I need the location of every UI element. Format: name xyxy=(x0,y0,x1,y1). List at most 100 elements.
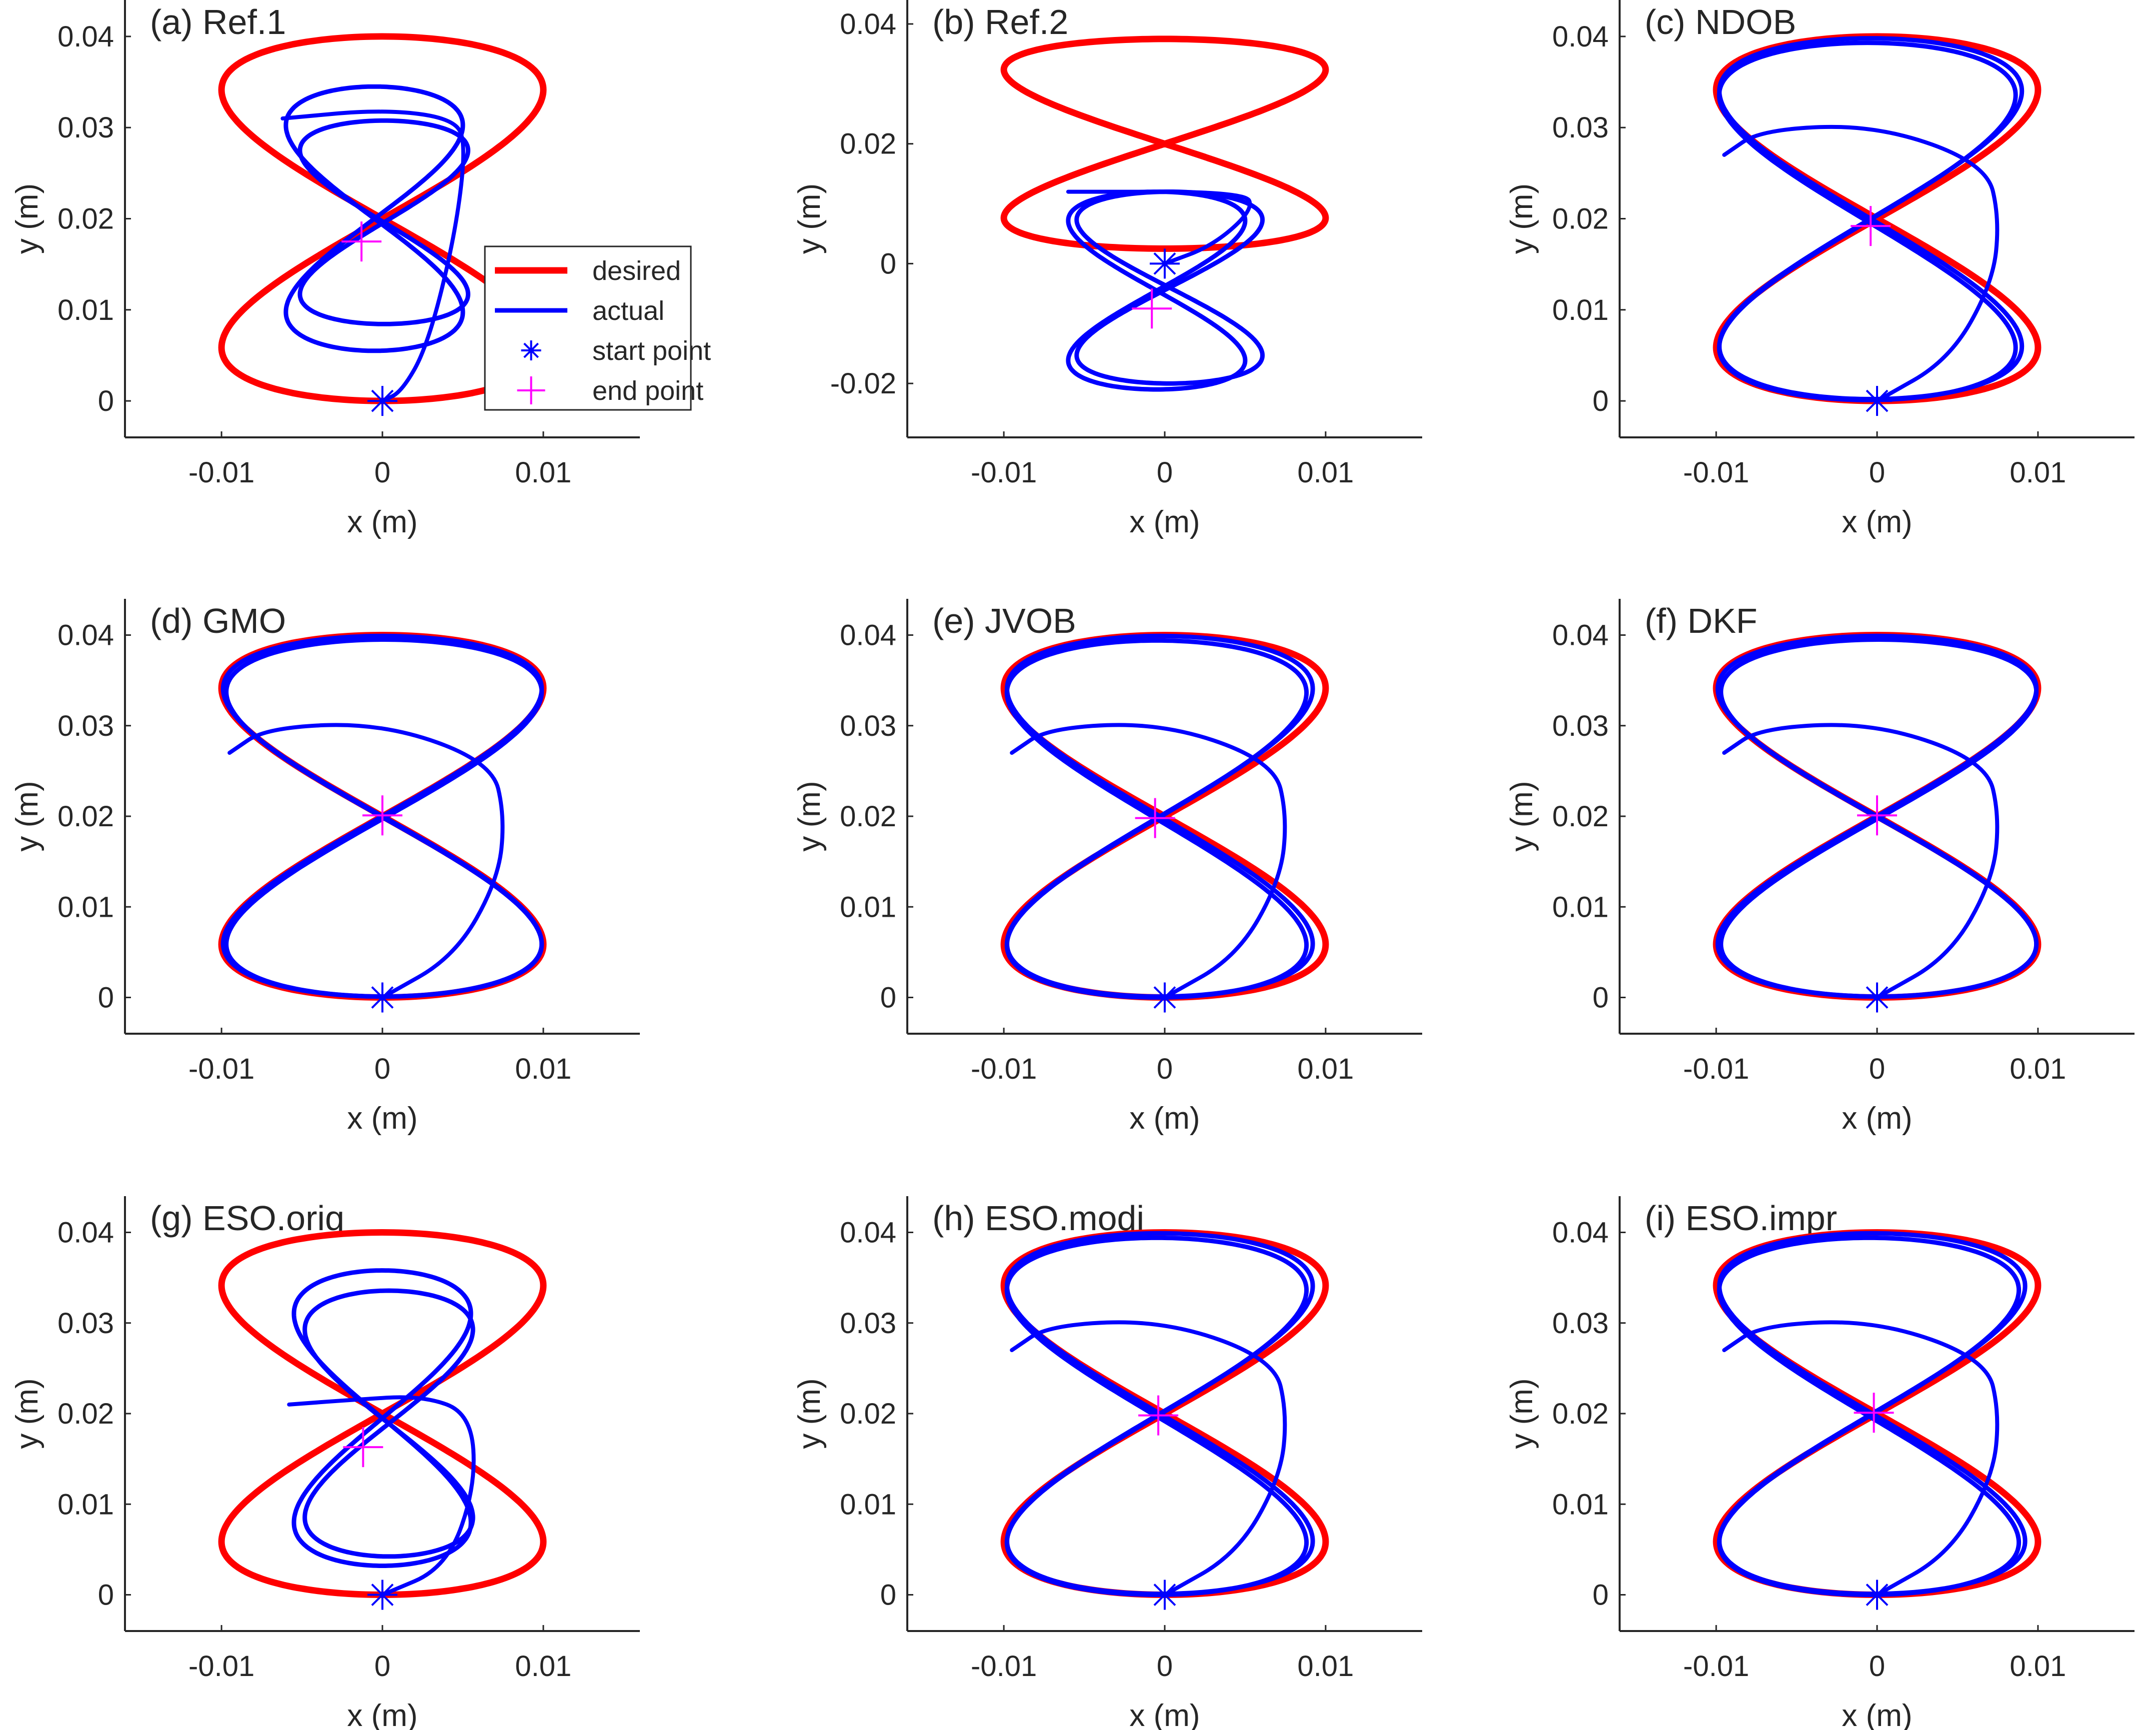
panel-title: (i) ESO.impr xyxy=(1645,1199,1837,1238)
y-axis-label: y (m) xyxy=(792,183,827,254)
start-point-marker xyxy=(1150,1580,1180,1610)
y-tick-label: 0.01 xyxy=(57,294,114,326)
x-tick-label: -0.01 xyxy=(188,1650,254,1683)
end-point-marker xyxy=(1854,1393,1894,1433)
x-tick-label: 0 xyxy=(1869,456,1885,489)
plot-area xyxy=(1000,1229,1329,1598)
y-tick-label: 0 xyxy=(880,1579,896,1612)
legend-swatch-start-point xyxy=(521,340,541,360)
y-tick-label: -0.02 xyxy=(830,367,896,400)
y-tick-label: 0.02 xyxy=(1552,203,1609,235)
series-actual-line xyxy=(224,637,544,999)
y-tick-label: 0 xyxy=(880,982,896,1014)
y-tick-label: 0.03 xyxy=(840,1307,896,1340)
series-actual-line xyxy=(283,84,465,353)
panel-g: -0.01 0 0.01 0 0.01 0.02 0.03 0.04 x (m) y (m) (g)… xyxy=(10,1196,640,1730)
x-tick-label: -0.01 xyxy=(1683,1650,1749,1683)
x-tick-label: 0.01 xyxy=(2010,1053,2066,1085)
y-tick-label: 0.01 xyxy=(840,1488,896,1521)
y-tick-label: 0.03 xyxy=(57,111,114,144)
y-tick-label: 0 xyxy=(1593,1579,1609,1612)
x-tick-label: -0.01 xyxy=(1683,456,1749,489)
x-tick-label: 0 xyxy=(374,456,390,489)
series-desired-line xyxy=(1713,33,2042,404)
x-axis-label: x (m) xyxy=(347,505,417,539)
series-desired-line xyxy=(218,1229,547,1598)
y-axis-label: y (m) xyxy=(792,1378,827,1449)
y-tick-label: 0.02 xyxy=(57,1398,114,1430)
y-tick-label: 0.04 xyxy=(57,1217,114,1249)
legend-label-desired: desired xyxy=(592,256,681,286)
x-axis-label: x (m) xyxy=(1129,1699,1200,1730)
x-axis-label: x (m) xyxy=(1842,505,1912,539)
x-tick-label: 0 xyxy=(1157,456,1173,489)
y-tick-label: 0 xyxy=(1593,385,1609,417)
x-axis-label: x (m) xyxy=(347,1101,417,1136)
y-tick-label: 0.02 xyxy=(57,203,114,235)
panel-d: -0.01 0 0.01 0 0.01 0.02 0.03 0.04 x (m) y (m) (d)… xyxy=(10,599,640,1136)
x-tick-label: 0.01 xyxy=(515,1650,571,1683)
y-tick-label: 0.04 xyxy=(840,1217,896,1249)
y-tick-label: 0 xyxy=(1593,982,1609,1014)
x-axis-label: x (m) xyxy=(1129,505,1200,539)
legend-label-actual: actual xyxy=(592,296,664,326)
panel-title: (f) DKF xyxy=(1645,601,1758,640)
plot-area xyxy=(218,1229,547,1598)
y-tick-label: 0.02 xyxy=(1552,800,1609,833)
x-tick-label: -0.01 xyxy=(188,1053,254,1085)
y-tick-label: 0.03 xyxy=(1552,1307,1609,1340)
series-actual-line xyxy=(1719,637,2039,999)
end-point-marker xyxy=(1138,1395,1179,1436)
y-tick-label: 0.02 xyxy=(840,128,896,160)
x-tick-label: 0.01 xyxy=(1297,456,1354,489)
y-tick-label: 0.02 xyxy=(1552,1398,1609,1430)
legend-label-end-point: end point xyxy=(592,376,703,406)
series-actual-transient xyxy=(1722,124,2000,403)
panel-a: -0.01 0 0.01 0 0.01 0.02 0.03 0.04 x (m) y (m) (a)… xyxy=(10,0,711,539)
plot-area xyxy=(1713,632,2042,1001)
end-point-marker xyxy=(1857,795,1897,836)
y-tick-label: 0.02 xyxy=(57,800,114,833)
y-tick-label: 0.01 xyxy=(57,1488,114,1521)
x-tick-label: 0.01 xyxy=(515,456,571,489)
start-point-marker xyxy=(1862,386,1892,416)
start-point-marker xyxy=(367,1580,397,1610)
panel-h: -0.01 0 0.01 0 0.01 0.02 0.03 0.04 x (m) y (m) (h)… xyxy=(792,1196,1422,1730)
y-tick-label: 0.01 xyxy=(1552,891,1609,923)
start-point-marker xyxy=(1862,1580,1892,1610)
x-tick-label: -0.01 xyxy=(188,456,254,489)
x-tick-label: -0.01 xyxy=(971,1650,1037,1683)
x-tick-label: -0.01 xyxy=(1683,1053,1749,1085)
plot-area xyxy=(1713,1229,2042,1598)
y-tick-label: 0.04 xyxy=(840,619,896,652)
legend: desired actual start point end point xyxy=(484,245,711,411)
series-actual-transient xyxy=(280,109,465,403)
x-tick-label: -0.01 xyxy=(971,1053,1037,1085)
series-actual-transient xyxy=(1722,723,2000,1000)
series-actual-line xyxy=(1717,1235,2022,1597)
x-tick-label: 0 xyxy=(1157,1650,1173,1683)
x-axis-label: x (m) xyxy=(1129,1101,1200,1136)
series-actual-line xyxy=(302,1288,475,1559)
x-tick-label: 0 xyxy=(1869,1053,1885,1085)
y-tick-label: 0.01 xyxy=(840,891,896,923)
x-axis-label: x (m) xyxy=(1842,1699,1912,1730)
panel-title: (c) NDOB xyxy=(1645,2,1796,41)
series-actual-line xyxy=(1717,40,2018,402)
y-axis-label: y (m) xyxy=(1505,1378,1539,1449)
panel-title: (b) Ref.2 xyxy=(932,2,1068,41)
x-axis-label: x (m) xyxy=(1842,1101,1912,1136)
x-tick-label: 0.01 xyxy=(1297,1650,1354,1683)
y-axis-label: y (m) xyxy=(1505,183,1539,254)
start-point-marker xyxy=(367,982,397,1013)
start-point-marker xyxy=(1150,982,1180,1013)
x-tick-label: 0 xyxy=(1157,1053,1173,1085)
y-tick-label: 0.03 xyxy=(1552,710,1609,742)
y-tick-label: 0.02 xyxy=(840,800,896,833)
y-axis-label: y (m) xyxy=(10,781,44,851)
series-actual-transient xyxy=(1010,723,1287,1000)
x-tick-label: 0.01 xyxy=(2010,1650,2066,1683)
x-tick-label: 0 xyxy=(374,1650,390,1683)
x-axis-label: x (m) xyxy=(347,1699,417,1730)
